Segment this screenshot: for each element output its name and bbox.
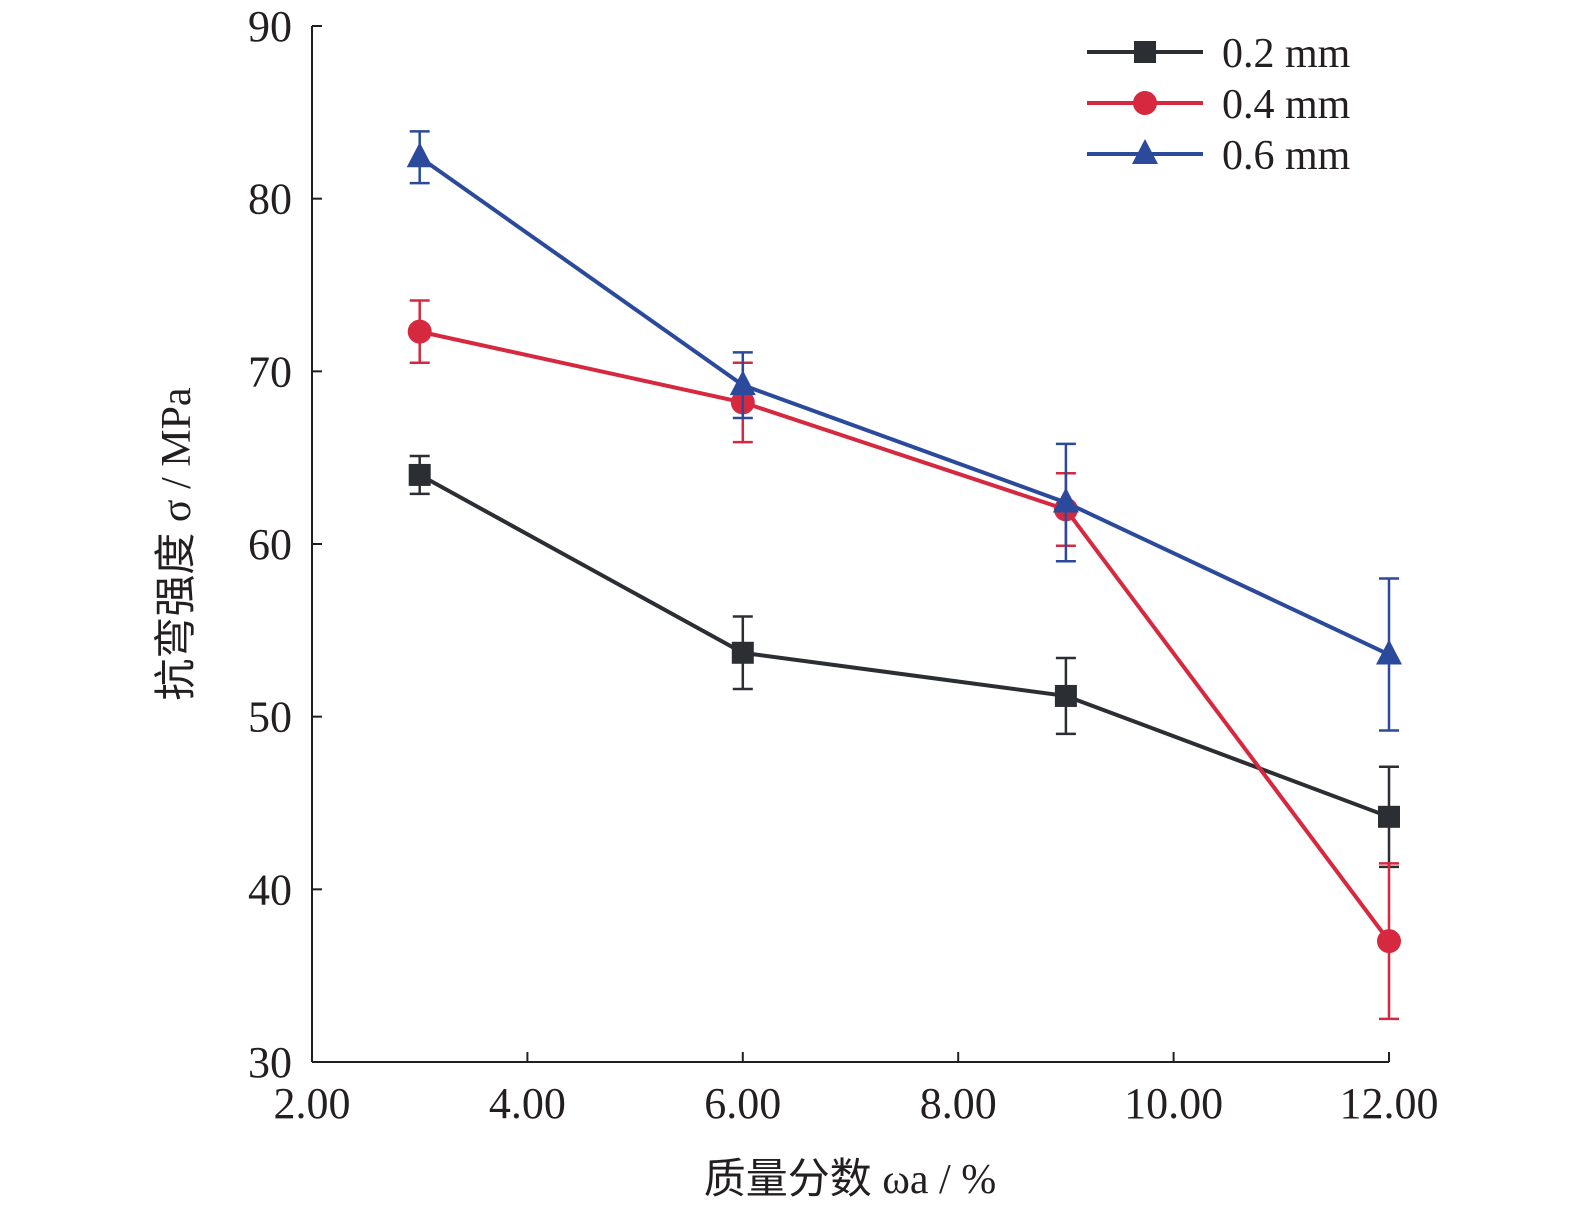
x-axis-ticks: 2.00 4.00 6.00 8.00 10.00 12.00	[274, 1052, 1439, 1128]
legend-label: 0.4 mm	[1222, 82, 1351, 128]
series-0.4-mm	[407, 299, 1401, 1021]
y-tick-label: 50	[248, 693, 292, 742]
legend-item: 0.4 mm	[1087, 82, 1351, 128]
x-tick-label: 2.00	[274, 1079, 351, 1128]
x-tick-label: 4.00	[489, 1079, 566, 1128]
data-point-circle	[407, 319, 432, 344]
data-point-triangle	[406, 142, 433, 168]
y-tick-label: 60	[248, 520, 292, 569]
legend-marker-triangle	[1132, 139, 1158, 164]
y-tick-label: 80	[248, 175, 292, 224]
x-tick-label: 12.00	[1340, 1079, 1439, 1128]
series-0.6-mm	[406, 130, 1402, 732]
series-line	[418, 473, 1390, 819]
data-point-triangle	[1052, 487, 1079, 513]
y-tick-label: 30	[248, 1038, 292, 1087]
data-point-triangle	[729, 370, 756, 396]
series-layer	[406, 130, 1402, 1021]
legend-marker-circle	[1133, 91, 1157, 115]
x-tick-label: 6.00	[704, 1079, 781, 1128]
legend-item: 0.2 mm	[1087, 31, 1351, 77]
data-point-square	[1054, 684, 1077, 707]
legend: 0.2 mm 0.4 mm 0.6 mm	[1087, 31, 1351, 179]
x-tick-label: 10.00	[1124, 1079, 1223, 1128]
x-axis-title: 质量分数 ωa / %	[704, 1157, 996, 1203]
legend-item: 0.6 mm	[1087, 133, 1351, 179]
legend-marker-square	[1134, 41, 1156, 63]
y-axis-ticks: 30 40 50 60 70 80 90	[248, 2, 322, 1087]
y-tick-label: 70	[248, 347, 292, 396]
legend-label: 0.6 mm	[1222, 133, 1351, 179]
x-tick-label: 8.00	[920, 1079, 997, 1128]
data-point-triangle	[1376, 639, 1402, 665]
series-0.2-mm	[408, 454, 1400, 869]
series-line	[419, 329, 1391, 943]
y-tick-label: 90	[248, 2, 292, 51]
axes	[311, 26, 1389, 1063]
data-point-square	[1378, 805, 1400, 828]
y-axis-title: 抗弯强度 σ / MPa	[153, 387, 200, 701]
data-point-square	[731, 641, 754, 664]
series-line	[418, 155, 1390, 657]
data-point-square	[408, 463, 431, 486]
y-tick-label: 40	[248, 865, 292, 914]
legend-label: 0.2 mm	[1222, 31, 1351, 77]
data-point-circle	[1377, 929, 1401, 954]
